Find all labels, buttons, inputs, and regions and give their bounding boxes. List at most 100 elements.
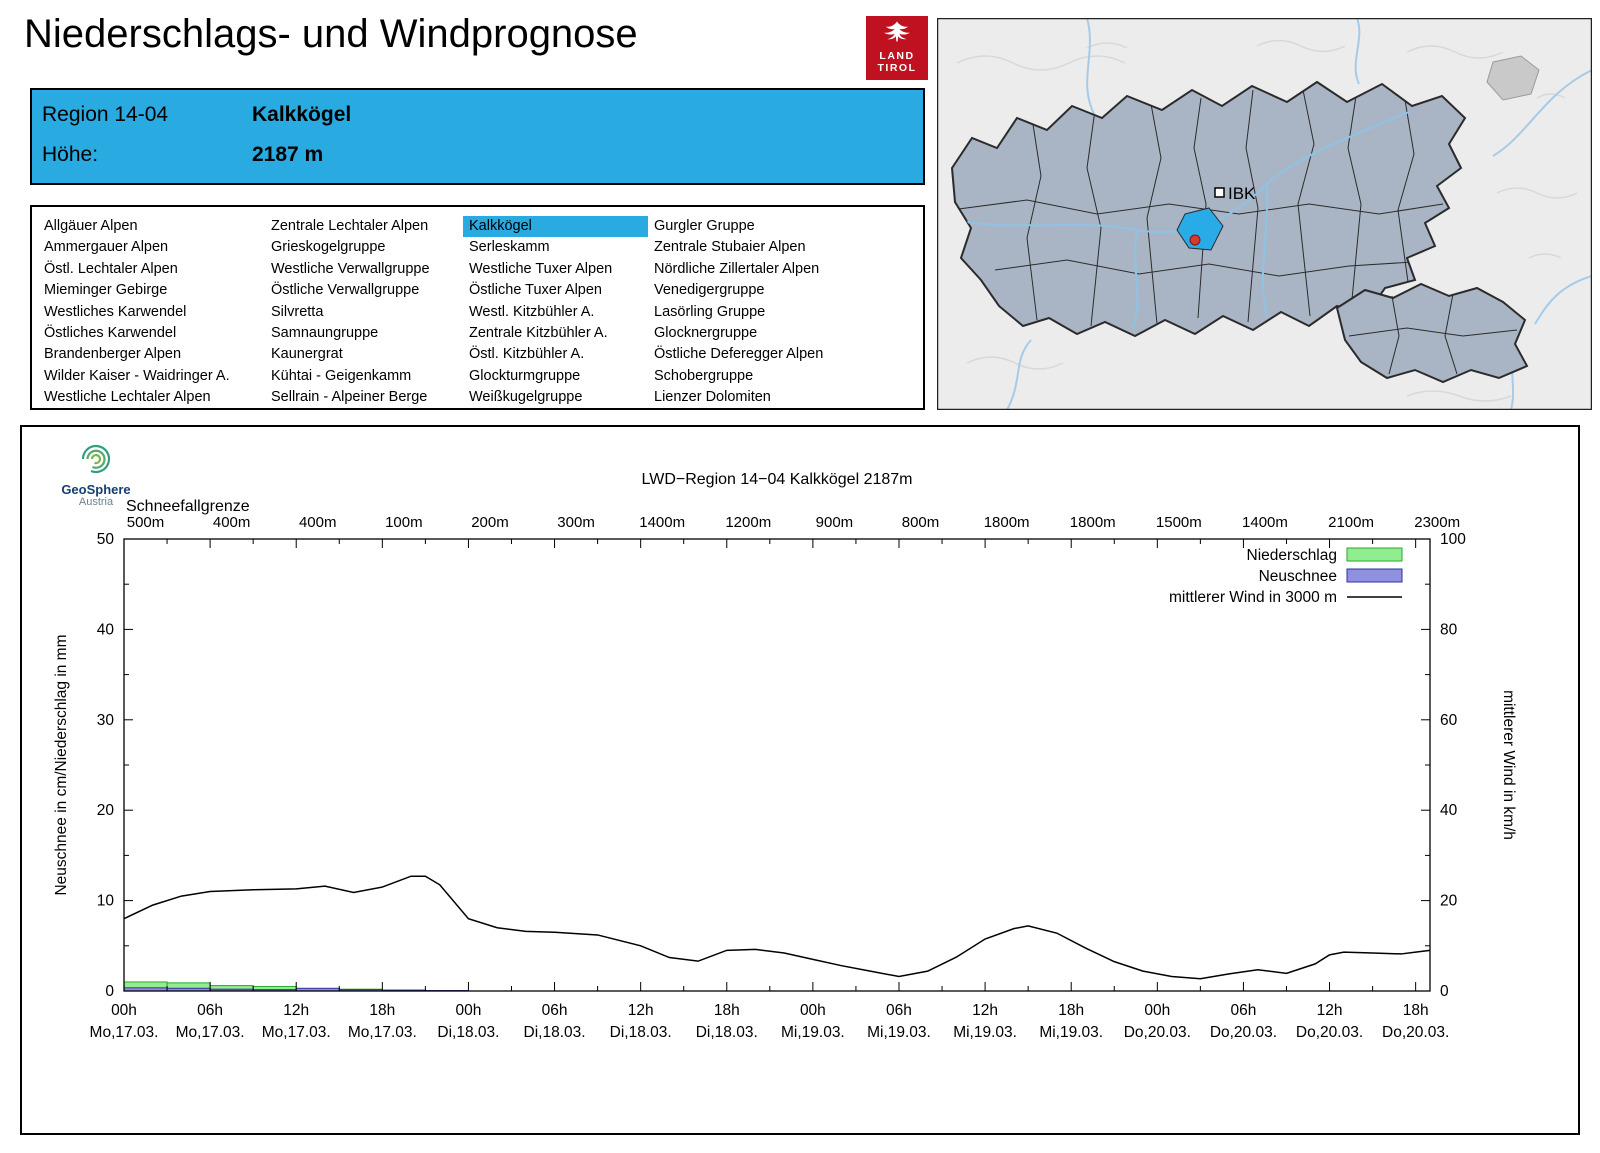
- region-list-panel: Allgäuer Alpen Ammergauer Alpen Östl. Lech…: [30, 205, 925, 410]
- region-list-item[interactable]: Östliche Tuxer Alpen: [469, 282, 602, 299]
- region-list-item[interactable]: Weißkugelgruppe: [469, 389, 583, 406]
- region-list-item[interactable]: Wilder Kaiser - Waidringer A.: [44, 367, 230, 384]
- x-label-date: Mi,19.03.: [953, 1024, 1017, 1041]
- x-label-time: 18h: [1058, 1002, 1084, 1019]
- legend-swatch: [1346, 547, 1403, 562]
- region-list-item[interactable]: Östliche Verwallgruppe: [271, 282, 420, 299]
- east-tirol-borders: [1348, 293, 1518, 375]
- map-border: [936, 17, 1593, 411]
- region-list-item[interactable]: Glocknergruppe: [654, 324, 758, 341]
- x-label-date: Di,18.03.: [437, 1024, 499, 1041]
- snowline-value: 900m: [816, 514, 854, 531]
- land-tirol-logo: LAND TIROL: [866, 16, 928, 80]
- region-list-item[interactable]: Ammergauer Alpen: [44, 239, 169, 256]
- x-label-time: 12h: [628, 1002, 654, 1019]
- tirol-map[interactable]: IBK: [936, 17, 1593, 411]
- region-list-item[interactable]: Zentrale Lechtaler Alpen: [271, 218, 429, 234]
- y-left-label: 40: [97, 621, 115, 638]
- x-label-time: 12h: [972, 1002, 998, 1019]
- region-list-item[interactable]: Nördliche Zillertaler Alpen: [654, 260, 820, 277]
- region-list-item[interactable]: Gurgler Gruppe: [654, 218, 755, 234]
- selected-region-kalkkoegel[interactable]: [1176, 207, 1224, 251]
- snowline-value: 2300m: [1414, 514, 1460, 531]
- region-list-item[interactable]: Samnaungruppe: [271, 324, 379, 341]
- x-label-date: Di,18.03.: [610, 1024, 672, 1041]
- region-list-item[interactable]: Westl. Kitzbühler A.: [469, 303, 595, 320]
- region-list-item[interactable]: Lienzer Dolomiten: [654, 389, 771, 406]
- east-tirol-region[interactable]: [1335, 282, 1529, 384]
- eagle-icon: [877, 19, 917, 50]
- region-list-item[interactable]: Östliches Karwendel: [44, 324, 177, 341]
- region-list-item[interactable]: Grieskogelgruppe: [271, 239, 386, 256]
- snowline-value: 100m: [385, 514, 423, 531]
- region-list-item[interactable]: Östl. Kitzbühler A.: [469, 346, 585, 363]
- snowline-value: 400m: [299, 514, 337, 531]
- map-panel: IBK: [936, 17, 1593, 411]
- x-label-date: Di,18.03.: [696, 1024, 758, 1041]
- region-list-column: Zentrale Lechtaler Alpen Grieskogelgruppe…: [265, 216, 463, 408]
- x-label-date: Do,20.03.: [1124, 1024, 1191, 1041]
- snowline-value: 1800m: [1070, 514, 1116, 531]
- altitude-label: Höhe:: [42, 143, 99, 166]
- region-list-item[interactable]: Östliche Deferegger Alpen: [654, 346, 824, 363]
- region-list-item[interactable]: Westliches Karwendel: [44, 303, 187, 320]
- snowline-value: 500m: [127, 514, 165, 531]
- y-left-label: 30: [97, 712, 115, 729]
- region-list-item[interactable]: Schobergruppe: [654, 367, 754, 384]
- region-list-item[interactable]: Sellrain - Alpeiner Berge: [271, 389, 428, 406]
- x-label-date: Mo,17.03.: [90, 1024, 159, 1041]
- x-label-date: Mo,17.03.: [348, 1024, 417, 1041]
- region-list-item[interactable]: Westliche Lechtaler Alpen: [44, 389, 211, 406]
- y-right-label: 80: [1440, 621, 1458, 638]
- region-list-item[interactable]: Kühtai - Geigenkamm: [271, 367, 412, 384]
- geosphere-sub: Austria: [78, 496, 114, 508]
- logo-land-text: LAND: [879, 50, 915, 62]
- region-list-item[interactable]: Serleskamm: [469, 239, 550, 256]
- snowline-value: 200m: [471, 514, 509, 531]
- region-list-item[interactable]: Mieminger Gebirge: [44, 282, 168, 299]
- region-list-item[interactable]: Kaunergrat: [271, 346, 343, 363]
- x-label-time: 18h: [369, 1002, 395, 1019]
- x-label-time: 00h: [1144, 1002, 1170, 1019]
- geosphere-name: GeoSphere: [61, 482, 131, 497]
- snowline-value: 1400m: [1242, 514, 1288, 531]
- region-list-item[interactable]: Westliche Tuxer Alpen: [469, 260, 613, 277]
- region-marker-dot: [1189, 234, 1201, 246]
- region-list-item[interactable]: Zentrale Kitzbühler A.: [469, 324, 608, 341]
- legend-swatch: [1346, 568, 1403, 583]
- snowline-value: 800m: [902, 514, 940, 531]
- region-list-column: Gurgler Gruppe Zentrale Stubaier Alpen Nör…: [648, 216, 900, 408]
- region-list-item[interactable]: Brandenberger Alpen: [44, 346, 182, 363]
- chart-title: LWD−Region 14−04 Kalkkögel 2187m: [642, 471, 913, 488]
- y-left-label: 0: [105, 983, 114, 1000]
- snowline-value: 300m: [557, 514, 595, 531]
- region-list-item[interactable]: Westliche Verwallgruppe: [271, 260, 430, 277]
- region-list-item[interactable]: Venedigergruppe: [654, 282, 765, 299]
- x-label-date: Do,20.03.: [1382, 1024, 1449, 1041]
- region-list-item[interactable]: Zentrale Stubaier Alpen: [654, 239, 806, 256]
- y-right-label: 0: [1440, 983, 1449, 1000]
- ibk-marker: [1214, 187, 1225, 198]
- x-label-time: 00h: [111, 1002, 137, 1019]
- y-left-title: Neuschnee in cm/Niederschlag in mm: [53, 634, 70, 895]
- legend-label: Niederschlag: [1247, 547, 1337, 564]
- region-label: Region 14-04: [42, 103, 169, 126]
- x-label-date: Do,20.03.: [1210, 1024, 1277, 1041]
- region-list-item[interactable]: Glockturmgruppe: [469, 367, 581, 384]
- legend-label: mittlerer Wind in 3000 m: [1169, 589, 1337, 606]
- y-right-label: 20: [1440, 893, 1458, 910]
- geosphere-logo: GeoSphere Austria: [48, 441, 144, 508]
- region-list-item[interactable]: Allgäuer Alpen: [44, 218, 138, 234]
- region-list-item[interactable]: Lasörling Gruppe: [654, 303, 766, 320]
- region-list-item[interactable]: Östl. Lechtaler Alpen: [44, 260, 178, 277]
- x-label-time: 06h: [886, 1002, 912, 1019]
- region-list-item[interactable]: Silvretta: [271, 303, 324, 320]
- region-list-column: Kalkkögel Serleskamm Westliche Tuxer Alpen…: [463, 216, 648, 408]
- region-borders: [952, 89, 1444, 327]
- plot-frame: [123, 538, 1431, 992]
- x-label-time: 00h: [456, 1002, 482, 1019]
- region-list-item-selected[interactable]: Kalkkögel: [463, 216, 648, 238]
- snowline-value: 1400m: [639, 514, 685, 531]
- x-label-time: 00h: [800, 1002, 826, 1019]
- x-label-date: Mo,17.03.: [176, 1024, 245, 1041]
